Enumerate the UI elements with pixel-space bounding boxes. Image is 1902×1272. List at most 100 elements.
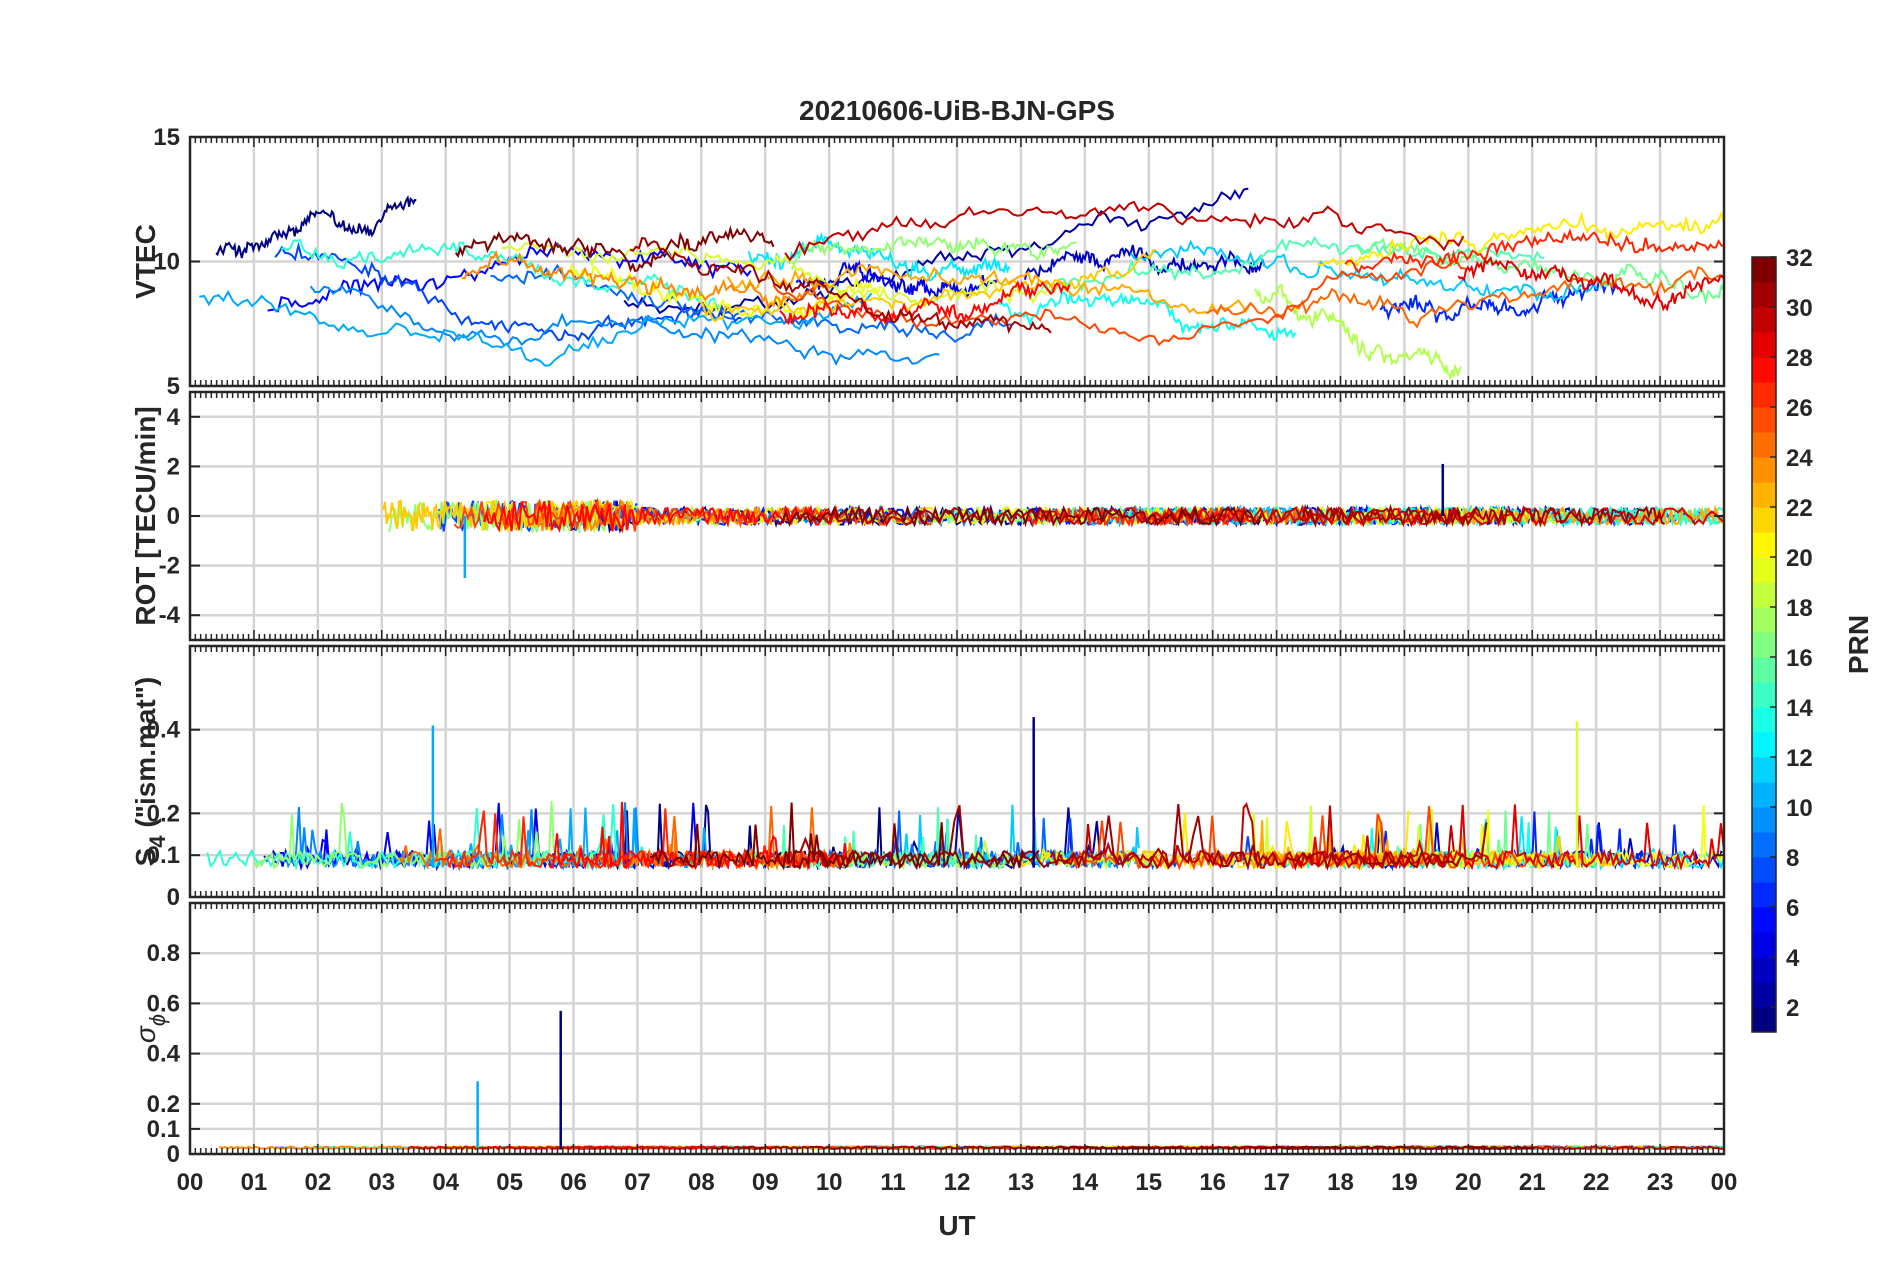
series-line-prn-31	[629, 236, 1052, 335]
colorbar-tick-label: 8	[1786, 845, 1799, 872]
colorbar-segment	[1752, 282, 1776, 308]
colorbar-segment	[1752, 882, 1776, 908]
y-tick-label: 0.8	[147, 940, 180, 967]
x-tick-label: 07	[624, 1169, 651, 1196]
series-line-prn-23	[726, 264, 1254, 315]
x-tick-label: 06	[560, 1169, 587, 1196]
y-tick-label: 0	[167, 884, 180, 911]
x-tick-label: 20	[1455, 1169, 1482, 1196]
x-tick-label: 14	[1071, 1169, 1098, 1196]
series-line-prn-1	[215, 195, 417, 259]
series-line-prn-23	[1413, 504, 1725, 527]
series-line-prn-9	[309, 285, 940, 366]
y-tick-label: 0.4	[147, 1041, 181, 1068]
y-tick-label: 0	[167, 503, 180, 530]
x-tick-label: 04	[432, 1169, 459, 1196]
colorbar-tick-label: 6	[1786, 895, 1799, 922]
y-tick-label: 0.1	[147, 1116, 180, 1143]
colorbar-segment	[1752, 707, 1776, 733]
x-tick-label: 09	[752, 1169, 779, 1196]
series-line-prn-16	[1356, 237, 1725, 306]
x-tick-label: 23	[1647, 1169, 1674, 1196]
x-axis: 00 01 02 03 04 05 06 07 08 09 10 11 12 13 14 15 16 17 18 19…	[177, 1169, 1738, 1196]
series-line-prn-14	[280, 238, 721, 311]
colorbar-tick-label: 24	[1786, 445, 1813, 472]
series-line-prn-18	[1254, 283, 1462, 381]
x-tick-label: 18	[1327, 1169, 1354, 1196]
x-tick-label: 03	[368, 1169, 395, 1196]
series-line-prn-32	[649, 802, 1040, 871]
series-line-prn-32	[1028, 1145, 1535, 1151]
x-tick-label: 16	[1199, 1169, 1226, 1196]
x-tick-label: 08	[688, 1169, 715, 1196]
series-line-prn-32	[775, 504, 1263, 528]
x-tick-label: 10	[816, 1169, 843, 1196]
colorbar-tick-label: 14	[1786, 695, 1813, 722]
y-tick-label: 10	[153, 249, 180, 276]
chart-title: 20210606-UiB-BJN-GPS	[799, 95, 1115, 126]
colorbar-segment	[1752, 257, 1776, 283]
y-tick-label: -4	[159, 602, 181, 629]
x-tick-label: 15	[1135, 1169, 1162, 1196]
x-tick-label: 05	[496, 1169, 523, 1196]
series-line-prn-17	[791, 235, 1077, 271]
colorbar-segment	[1752, 382, 1776, 408]
x-tick-label: 13	[1008, 1169, 1035, 1196]
series-line-prn-29	[1457, 255, 1725, 312]
y-tick-label: 15	[153, 124, 180, 151]
panel-s4: 0 0.1 0.2 0.4S4 ("ism.mat")	[130, 644, 1726, 911]
y-tick-label: 0.1	[147, 842, 180, 869]
colorbar-label: PRN	[1843, 615, 1874, 674]
series-line-prn-25	[1205, 266, 1725, 329]
colorbar-segment	[1752, 482, 1776, 508]
series-line-prn-6	[1379, 276, 1620, 323]
colorbar-segment	[1752, 507, 1776, 533]
series-line-prn-11	[1129, 239, 1598, 303]
colorbar-segment	[1752, 1007, 1776, 1033]
y-tick-label: -2	[159, 553, 180, 580]
colorbar-segment	[1752, 857, 1776, 883]
colorbar-tick-label: 30	[1786, 295, 1813, 322]
colorbar-segment	[1752, 607, 1776, 633]
series-line-prn-28	[482, 500, 837, 534]
colorbar-segment	[1752, 582, 1776, 608]
colorbar-segment	[1752, 632, 1776, 658]
colorbar-tick-label: 4	[1786, 945, 1800, 972]
x-tick-label: 11	[880, 1169, 905, 1196]
colorbar-segment	[1752, 682, 1776, 708]
colorbar-frame	[1751, 256, 1777, 1033]
x-tick-label: 17	[1263, 1169, 1290, 1196]
y-tick-label: 0.6	[147, 990, 180, 1017]
colorbar-tick-label: 18	[1786, 595, 1813, 622]
series-line-prn-24	[462, 249, 830, 309]
x-tick-label: 21	[1519, 1169, 1546, 1196]
series-line-prn-7	[274, 241, 742, 342]
x-tick-label: 02	[304, 1169, 331, 1196]
colorbar-tick-label: 28	[1786, 345, 1813, 372]
series-line-prn-22	[382, 499, 631, 532]
series-line-prn-32	[454, 225, 775, 273]
colorbar-segment	[1752, 357, 1776, 383]
panel-vtec: 5 10 15 VTEC	[130, 124, 1726, 400]
y-axis-label-vtec: VTEC	[130, 224, 161, 299]
colorbar-segment	[1752, 457, 1776, 483]
series-line-prn-21	[1316, 210, 1725, 268]
colorbar-segment	[1752, 757, 1776, 783]
colorbar-tick-label: 10	[1786, 795, 1813, 822]
y-tick-label: 0.2	[147, 1091, 180, 1118]
x-tick-label: 00	[177, 1169, 204, 1196]
y-tick-label: 5	[167, 373, 180, 400]
colorbar-segment	[1752, 782, 1776, 808]
colorbar-tick-label: 22	[1786, 495, 1813, 522]
panel-sigma_phi: 00.10.2 0.4 0.6 0.8 σϕ	[130, 901, 1726, 1168]
series-line-prn-10	[199, 289, 873, 367]
y-axis-label-rot: ROT [TECU/min]	[130, 406, 161, 625]
y-axis-label-s4: S4 ("ism.mat")	[130, 677, 170, 867]
colorbar-tick-label: 2	[1786, 995, 1799, 1022]
colorbar-segment	[1752, 807, 1776, 833]
colorbar-tick-label: 12	[1786, 745, 1813, 772]
y-tick-label: 0.2	[147, 800, 180, 827]
colorbar-segment	[1752, 332, 1776, 358]
